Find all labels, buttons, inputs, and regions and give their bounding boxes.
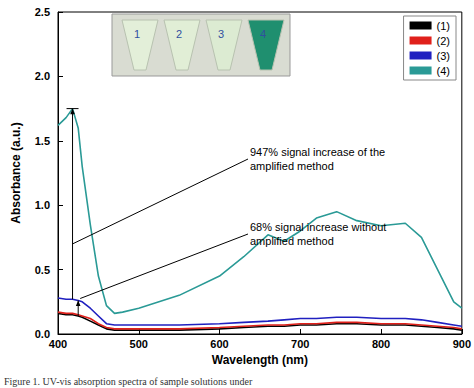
svg-text:Absorbance (a.u.): Absorbance (a.u.)	[9, 122, 23, 223]
svg-text:(3): (3)	[437, 50, 450, 62]
svg-text:500: 500	[130, 338, 148, 350]
svg-text:947% signal increase of the: 947% signal increase of the	[250, 146, 388, 158]
svg-text:0.0: 0.0	[35, 328, 50, 340]
svg-text:800: 800	[372, 338, 390, 350]
svg-text:2.5: 2.5	[35, 6, 50, 18]
svg-text:400: 400	[49, 338, 67, 350]
svg-text:(2): (2)	[437, 35, 450, 47]
svg-text:Figure 1. UV-vis absorption sp: Figure 1. UV-vis absorption spectra of s…	[4, 376, 253, 387]
svg-text:2.0: 2.0	[35, 70, 50, 82]
svg-text:900: 900	[453, 338, 471, 350]
svg-text:1: 1	[134, 28, 140, 40]
svg-text:68% signal increase without: 68% signal increase without	[250, 221, 389, 233]
svg-text:(1): (1)	[437, 20, 450, 32]
svg-text:1.0: 1.0	[35, 199, 50, 211]
svg-text:amplified method: amplified method	[250, 160, 334, 172]
svg-text:2: 2	[176, 28, 182, 40]
svg-text:3: 3	[218, 28, 224, 40]
svg-text:Wavelength (nm): Wavelength (nm)	[212, 353, 308, 367]
svg-text:(4): (4)	[437, 65, 450, 77]
svg-text:0.5: 0.5	[35, 264, 50, 276]
svg-text:amplified method: amplified method	[250, 235, 334, 247]
svg-text:1.5: 1.5	[35, 135, 50, 147]
svg-text:600: 600	[210, 338, 228, 350]
svg-text:700: 700	[291, 338, 309, 350]
svg-text:4: 4	[260, 28, 266, 40]
